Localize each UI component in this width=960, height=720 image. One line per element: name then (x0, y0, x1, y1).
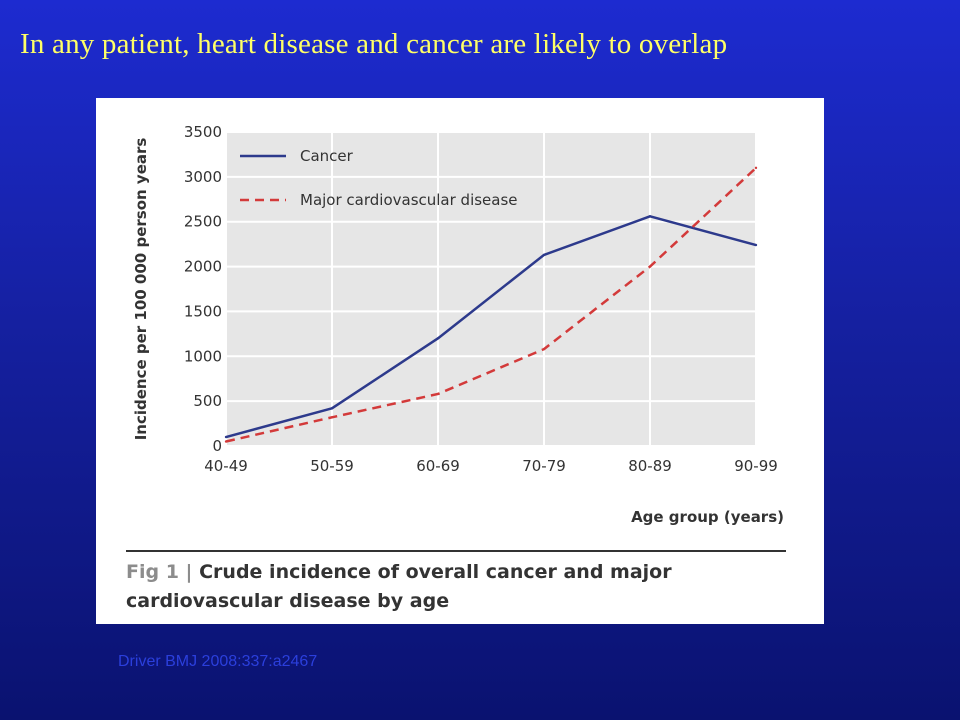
x-tick-label: 50-59 (310, 457, 354, 475)
data-point (542, 347, 546, 351)
line-chart: 0 500 1000 1500 2000 2500 3000 3500 40-49 50-59 6… (132, 123, 784, 526)
data-point (224, 435, 228, 439)
x-axis-label: Age group (years) (631, 508, 784, 526)
y-tick-label: 500 (193, 392, 222, 410)
y-axis-label: Incidence per 100 000 person years (132, 138, 150, 441)
x-tick-label: 80-89 (628, 457, 672, 475)
y-tick-label: 1000 (184, 347, 222, 365)
y-tick-label: 2000 (184, 258, 222, 276)
plot-background (226, 132, 756, 446)
figure-panel: 0 500 1000 1500 2000 2500 3000 3500 40-49 50-59 6… (96, 98, 824, 624)
data-point (330, 407, 334, 410)
data-point (224, 440, 228, 443)
y-tick-labels: 0 500 1000 1500 2000 2500 3000 3500 (184, 123, 222, 455)
data-point (648, 215, 652, 218)
legend: Cancer Major cardiovascular disease (240, 147, 518, 209)
data-point (754, 243, 758, 247)
series-line-1 (225, 166, 757, 443)
figure-label: Fig 1 | (126, 561, 193, 583)
data-point (436, 392, 440, 396)
y-tick-label: 3500 (184, 123, 222, 141)
grid-lines (225, 131, 757, 447)
caption-text: Crude incidence of overall cancer and ma… (126, 561, 672, 612)
data-point (754, 166, 758, 170)
series-line-0 (225, 215, 757, 439)
data-point (330, 416, 334, 419)
x-tick-label: 70-79 (522, 457, 566, 475)
data-point (648, 265, 652, 268)
citation: Driver BMJ 2008:337:a2467 (118, 653, 318, 670)
x-tick-labels: 40-49 50-59 60-69 70-79 80-89 90-99 (204, 457, 778, 475)
series-lines (224, 166, 758, 443)
figure-caption: Fig 1 | Crude incidence of overall cance… (126, 558, 686, 616)
x-tick-label: 60-69 (416, 457, 460, 475)
y-tick-label: 2500 (184, 213, 222, 231)
x-tick-label: 90-99 (734, 457, 778, 475)
y-tick-label: 0 (212, 437, 222, 455)
x-tick-label: 40-49 (204, 457, 248, 475)
data-point (436, 337, 440, 340)
y-tick-label: 3000 (184, 168, 222, 186)
legend-label: Major cardiovascular disease (300, 191, 518, 209)
legend-label: Cancer (300, 147, 354, 165)
slide-title: In any patient, heart disease and cancer… (20, 28, 728, 60)
y-tick-label: 1500 (184, 302, 222, 320)
caption-rule (126, 550, 786, 552)
data-point (542, 253, 546, 257)
